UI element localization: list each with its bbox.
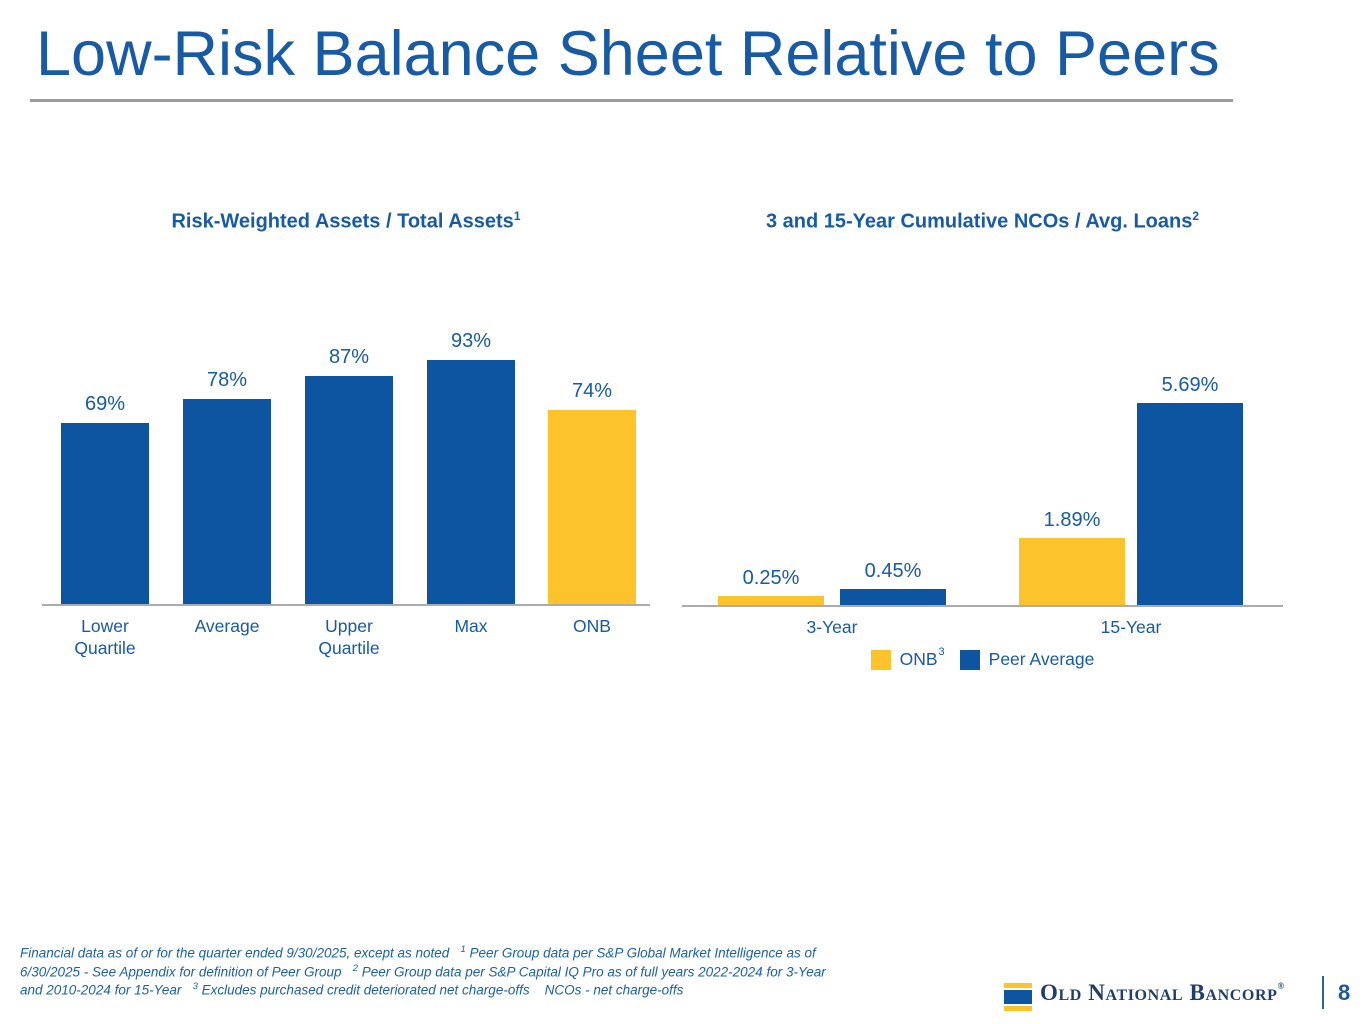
- onb-logo-icon: [1004, 983, 1032, 1011]
- footer-separator: [1322, 976, 1324, 1009]
- bar-onb-15-year: [1019, 538, 1125, 605]
- onb-logo-wordmark-text: Old National Bancorp: [1040, 980, 1278, 1005]
- footnote-marker: 2: [352, 962, 358, 974]
- footnote-segment: Peer Group data per S&P Global Market In…: [20, 945, 816, 980]
- axis-category-label: Max: [454, 616, 488, 636]
- axis-category-label: ONB: [573, 616, 611, 636]
- footnote-segment: Excludes purchased credit deteriorated n…: [197, 982, 684, 998]
- bar-lower-quartile: [61, 423, 149, 604]
- bar-value-label: 93%: [450, 330, 492, 352]
- bar-value-label: 69%: [84, 393, 126, 415]
- bar-max: [427, 360, 515, 604]
- nco-chart-title: 3 and 15-Year Cumulative NCOs / Avg. Loa…: [682, 209, 1283, 234]
- rwa-chart-plot: 69% Lower Quartile 78% Average 87% Upper Quar…: [42, 326, 650, 658]
- legend-label-onb: ONB3: [899, 646, 945, 670]
- axis-category-label: Lower Quartile: [74, 616, 136, 658]
- axis-category-label: Average: [194, 616, 260, 636]
- axis-category-label: Upper Quartile: [318, 616, 380, 658]
- rwa-chart-title: Risk-Weighted Assets / Total Assets1: [42, 209, 650, 234]
- legend-swatch-peer-average: [959, 649, 980, 670]
- bar-upper-quartile: [305, 376, 393, 604]
- bar-value-label: 5.69%: [1161, 374, 1219, 396]
- legend-onb-footnote-marker: 3: [938, 646, 945, 659]
- footnote-segment: Peer Group data per S&P Capital IQ Pro a…: [20, 964, 826, 998]
- registered-trademark-icon: ®: [1277, 981, 1285, 992]
- chart-legend: ONB3 Peer Average: [682, 646, 1283, 670]
- axis-category-label: 15-Year: [1100, 617, 1162, 637]
- nco-chart-title-footnote-marker: 2: [1192, 209, 1200, 223]
- legend-label-peer-average: Peer Average: [988, 649, 1095, 669]
- bar-peer-average-3-year: [840, 589, 946, 605]
- page-title: Low-Risk Balance Sheet Relative to Peers: [36, 19, 1220, 89]
- bar-value-label: 87%: [328, 346, 370, 368]
- bar-onb-3-year: [718, 596, 824, 605]
- footnote-marker: 1: [460, 944, 466, 955]
- bar-value-label: 0.45%: [864, 560, 922, 582]
- bar-value-label: 78%: [206, 369, 248, 391]
- nco-chart-plot: ONB3 Peer Average 0.25% 1.89% 0.45% 5.69% 3-…: [682, 326, 1283, 670]
- page-number: 8: [1338, 980, 1351, 1005]
- footnote-segment: Financial data as of or for the quarter …: [20, 945, 461, 961]
- footnote-marker: 3: [192, 981, 198, 993]
- onb-logo-wordmark: Old National Bancorp®: [1040, 980, 1285, 1006]
- rwa-chart-title-text: Risk-Weighted Assets / Total Assets: [171, 210, 514, 233]
- onb-logo-icon-bottom-band: [1004, 1006, 1032, 1011]
- onb-logo-icon-core: [1004, 990, 1032, 1004]
- footnote-text: Financial data as of or for the quarter …: [20, 944, 965, 1000]
- bar-value-label: 0.25%: [742, 567, 800, 589]
- bar-value-label: 74%: [571, 380, 613, 402]
- bar-average: [183, 399, 271, 604]
- bar-onb: [548, 410, 636, 604]
- title-underline: [30, 99, 1233, 102]
- onb-logo-icon-top-band: [1004, 983, 1032, 988]
- rwa-chart-title-footnote-marker: 1: [513, 209, 521, 223]
- legend-swatch-onb: [870, 649, 891, 670]
- nco-chart-title-text: 3 and 15-Year Cumulative NCOs / Avg. Loa…: [765, 210, 1193, 233]
- legend-label-onb-text: ONB: [899, 649, 938, 669]
- axis-category-label: 3-Year: [806, 617, 858, 637]
- bar-value-label: 1.89%: [1043, 509, 1101, 531]
- bar-peer-average-15-year: [1137, 403, 1243, 605]
